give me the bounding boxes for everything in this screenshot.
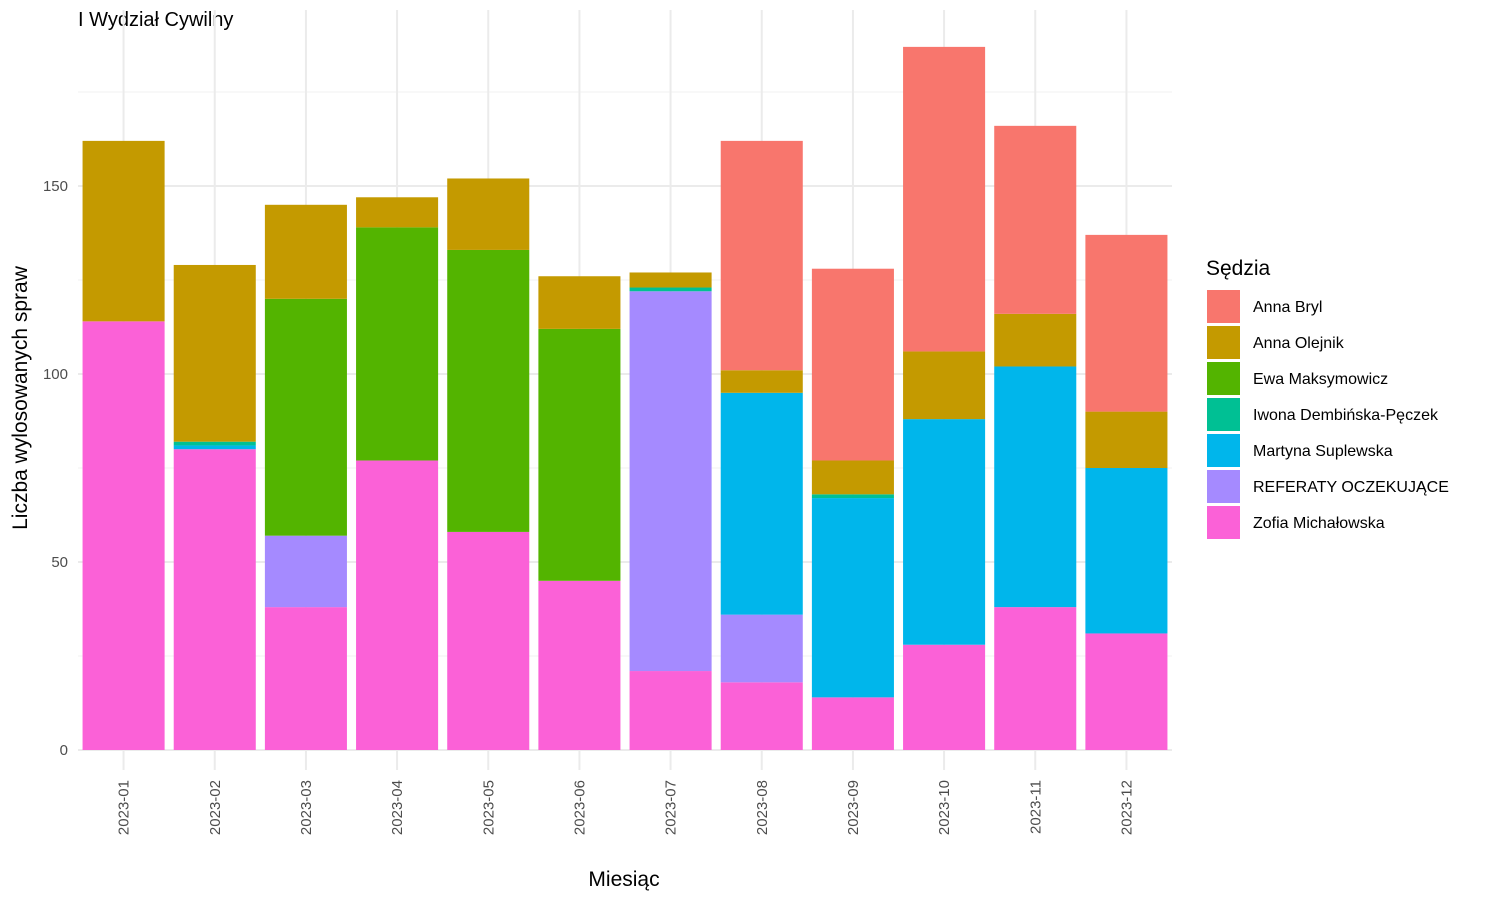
legend-title: Sędzia [1206, 257, 1271, 280]
legend-key [1207, 398, 1240, 431]
bar-segment [173, 449, 256, 750]
x-tick-label: 2023-07 [663, 780, 680, 835]
bar-segment [994, 125, 1077, 314]
bar-segment [1085, 234, 1168, 412]
bar-segment [173, 445, 256, 450]
bar-segment [903, 46, 986, 352]
legend-label: Anna Olejnik [1253, 335, 1345, 352]
y-tick-label: 150 [43, 178, 68, 195]
bar-segment [811, 697, 894, 750]
x-tick-label: 2023-12 [1118, 780, 1135, 835]
bar-segment [811, 494, 894, 499]
bar-segment [903, 419, 986, 645]
bar-segment [82, 140, 165, 322]
bar-segment [264, 204, 347, 299]
bar-segment [447, 531, 530, 750]
bar-segment [447, 178, 530, 250]
x-tick-label: 2023-04 [389, 780, 406, 835]
legend-key [1207, 506, 1240, 539]
x-tick-label: 2023-09 [845, 780, 862, 835]
legend-label: Martyna Suplewska [1253, 443, 1393, 460]
x-tick-label: 2023-08 [754, 780, 771, 835]
x-tick-label: 2023-05 [480, 780, 497, 835]
legend-key [1207, 434, 1240, 467]
bar-segment [173, 441, 256, 446]
x-tick-label: 2023-10 [936, 780, 953, 835]
x-tick-label: 2023-03 [298, 780, 315, 835]
bar-segment [720, 140, 803, 371]
bar-segment [538, 580, 621, 750]
bar-segment [720, 392, 803, 615]
legend-label: Zofia Michałowska [1253, 515, 1385, 532]
bar-segment [811, 498, 894, 698]
y-tick-label: 0 [60, 742, 68, 759]
legend-key [1207, 362, 1240, 395]
bar-segment [994, 366, 1077, 608]
bar-segment [903, 644, 986, 750]
x-axis-title: Miesiąc [588, 868, 659, 891]
y-axis-title: Liczba wylosowanych spraw [9, 265, 32, 530]
bar-segment [994, 313, 1077, 367]
bar-segment [1085, 468, 1168, 634]
x-tick-label: 2023-01 [116, 780, 133, 835]
x-tick-label: 2023-06 [571, 780, 588, 835]
legend-label: Anna Bryl [1253, 299, 1322, 316]
x-tick-label: 2023-02 [207, 780, 224, 835]
bar-segment [720, 370, 803, 393]
legend: Sędzia Anna Bryl Anna Olejnik Ewa Maksymow… [1206, 257, 1449, 539]
bar-segment [903, 351, 986, 420]
bar-segment [629, 671, 712, 750]
bar-segment [356, 197, 439, 228]
bar-segment [1085, 411, 1168, 468]
chart-title: I Wydział Cywilny [78, 9, 233, 31]
bar-segment [629, 287, 712, 292]
bar-segment [811, 460, 894, 495]
bar-segment [720, 614, 803, 683]
bars [82, 46, 1168, 750]
legend-label: REFERATY OCZEKUJĄCE [1253, 479, 1449, 496]
bar-segment [264, 535, 347, 608]
bar-segment [994, 607, 1077, 750]
x-axis-ticks: 2023-01 2023-02 2023-03 2023-04 2023-05 2023-… [116, 780, 1136, 835]
y-tick-label: 100 [43, 366, 68, 383]
bar-segment [264, 607, 347, 750]
y-tick-label: 50 [51, 554, 68, 571]
legend-key [1207, 470, 1240, 503]
bar-segment [1085, 633, 1168, 750]
bar-segment [447, 249, 530, 532]
bar-segment [538, 276, 621, 329]
legend-label: Ewa Maksymowicz [1253, 371, 1388, 388]
bar-segment [173, 264, 256, 442]
bar-segment [629, 291, 712, 672]
legend-label: Iwona Dembińska-Pęczek [1253, 407, 1439, 424]
bar-segment [538, 328, 621, 581]
bar-segment [356, 227, 439, 461]
legend-key [1207, 326, 1240, 359]
legend-key [1207, 290, 1240, 323]
bar-segment [356, 460, 439, 750]
y-axis-ticks: 0 50 100 150 [43, 178, 68, 759]
x-tick-label: 2023-11 [1027, 780, 1044, 834]
bar-segment [720, 682, 803, 750]
bar-segment [811, 268, 894, 461]
bar-segment [264, 298, 347, 536]
bar-segment [82, 321, 165, 750]
bar-segment [629, 272, 712, 288]
